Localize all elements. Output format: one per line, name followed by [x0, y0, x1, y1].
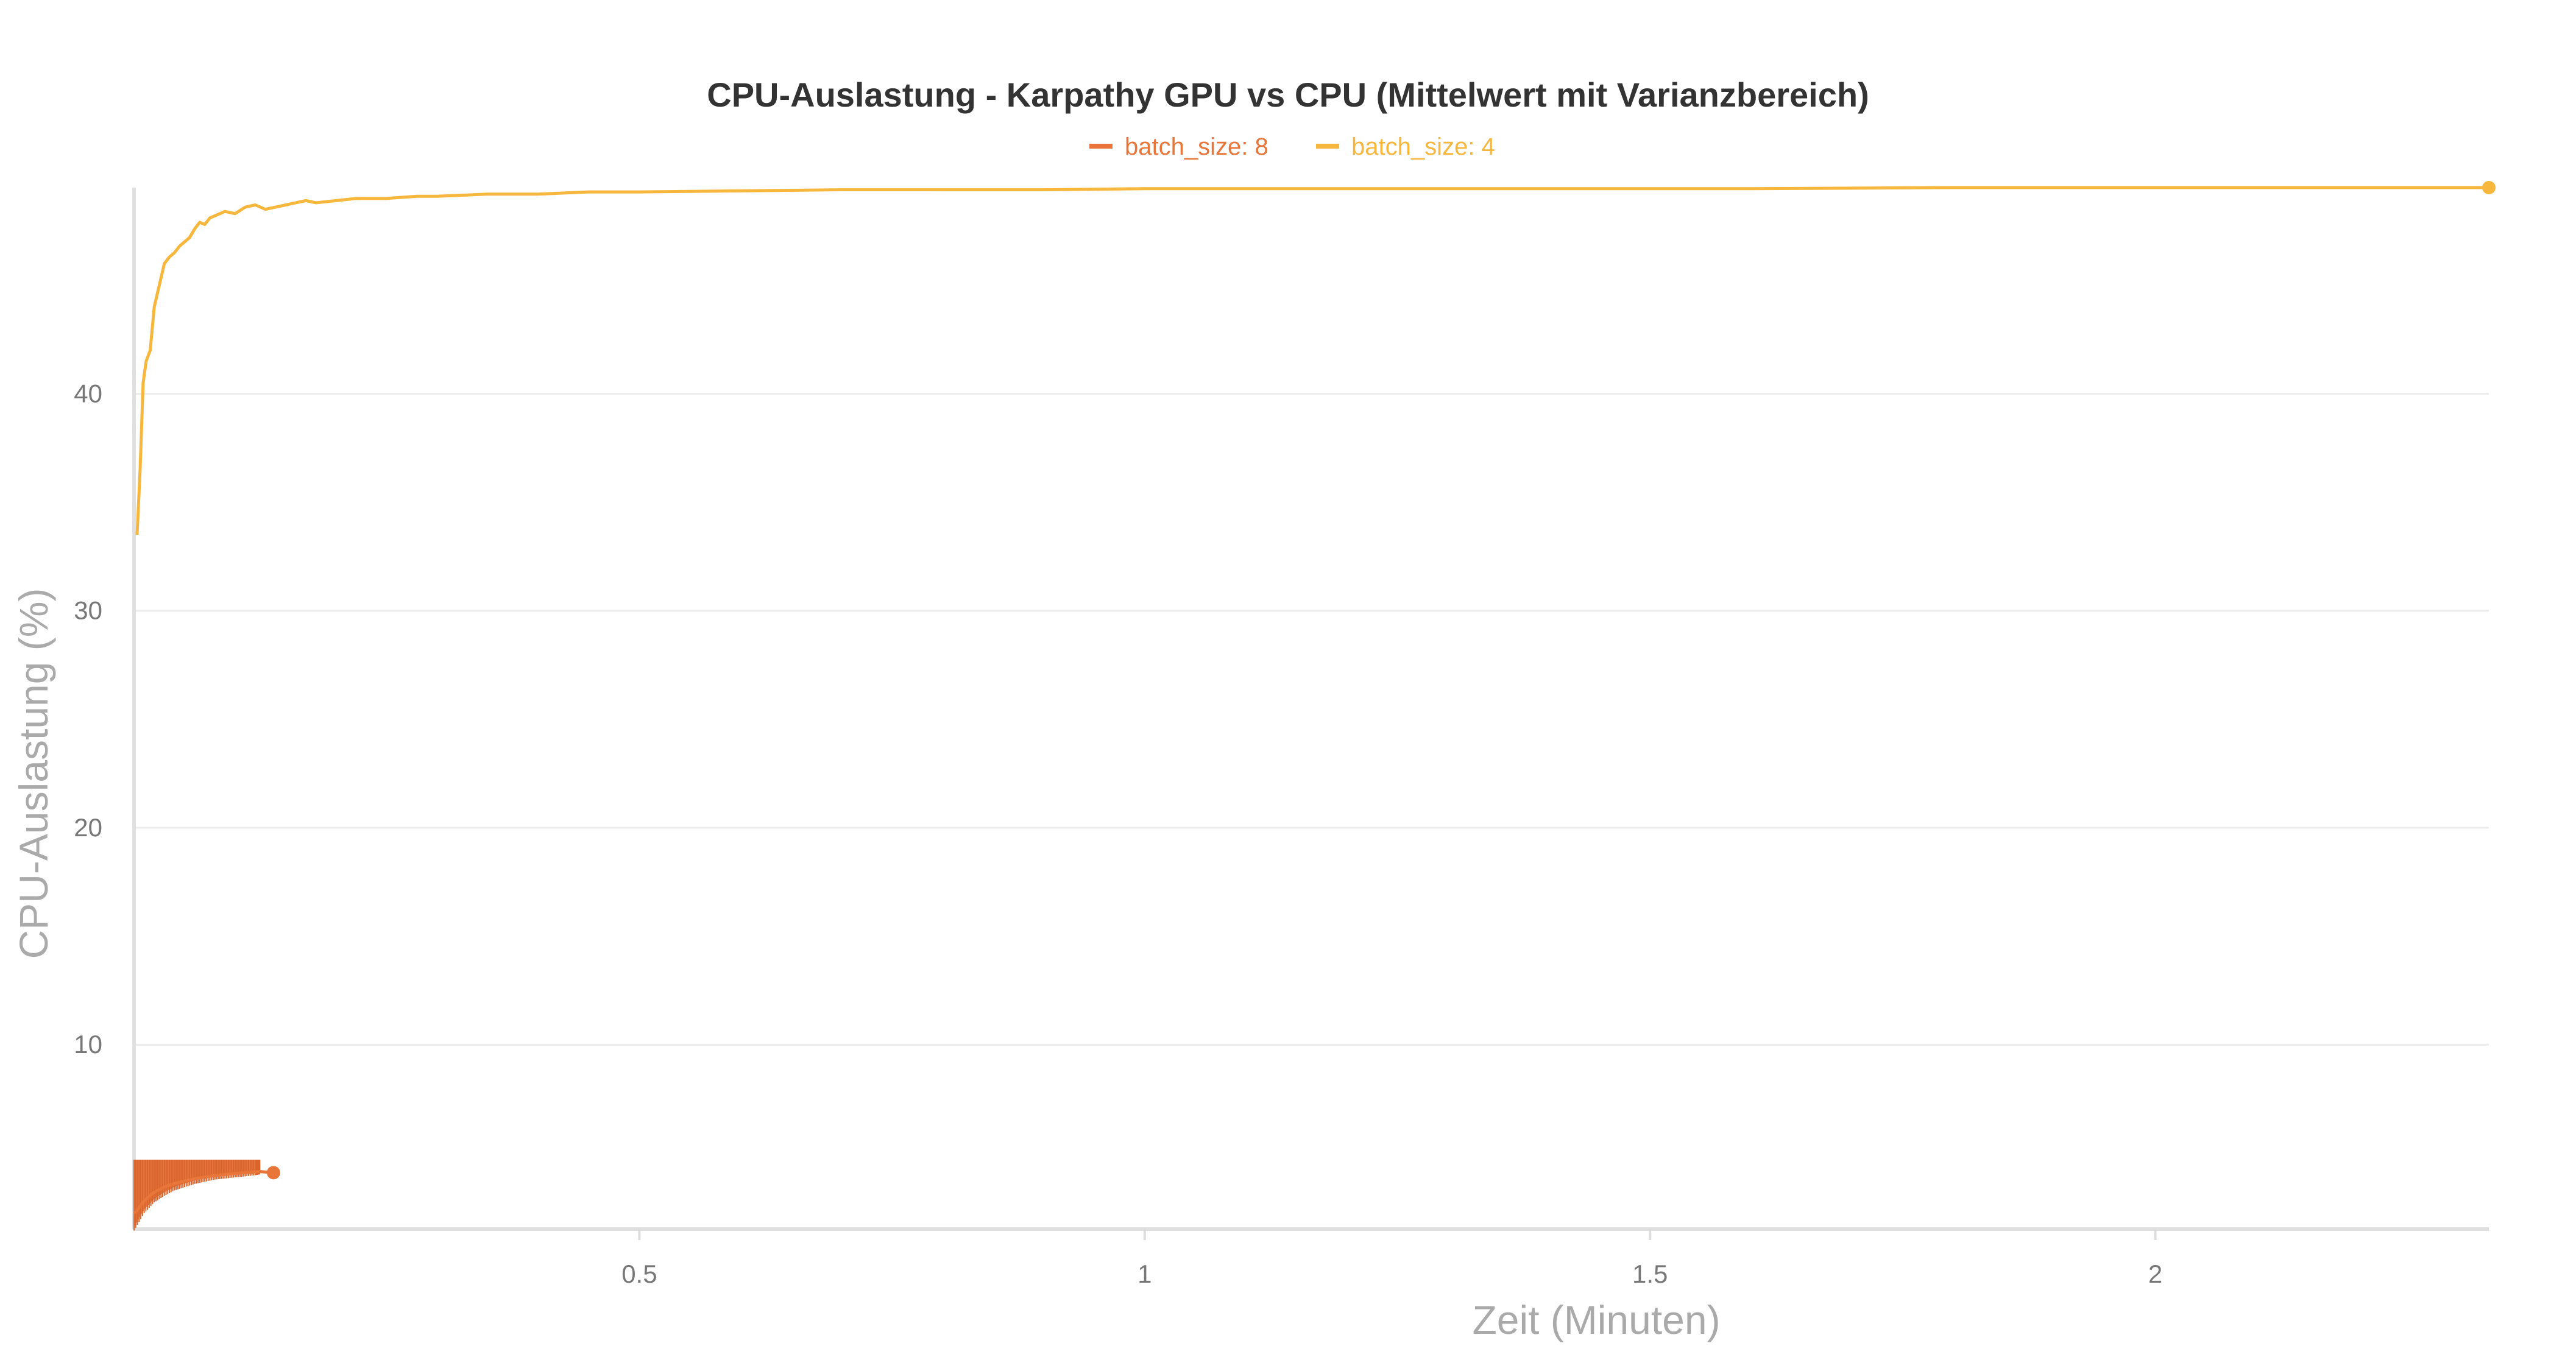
legend-swatch-batch-size-8 [1089, 144, 1113, 149]
x-tick-label: 0.5 [621, 1260, 657, 1288]
legend-label-batch-size-4[interactable]: batch_size: 4 [1351, 133, 1495, 160]
legend-label-batch-size-8[interactable]: batch_size: 8 [1125, 133, 1269, 160]
series-layer [133, 181, 2496, 1231]
y-ticks: 10 20 30 40 [74, 379, 102, 1059]
series-endpoint-batch-size-8[interactable] [266, 1166, 280, 1180]
legend: batch_size: 8 batch_size: 4 [1089, 133, 1495, 160]
chart-title: CPU-Auslastung - Karpathy GPU vs CPU (Mi… [707, 76, 1869, 114]
x-tick-label: 1 [1138, 1260, 1152, 1288]
grid-lines [134, 392, 2489, 1046]
series-endpoint-batch-size-4[interactable] [2482, 181, 2496, 194]
x-tick-label: 2 [2148, 1260, 2162, 1288]
series-line-batch-size-8[interactable] [133, 1170, 274, 1215]
y-axis-label: CPU-Auslastung (%) [11, 588, 56, 959]
series-line-batch-size-4[interactable] [135, 186, 2489, 535]
legend-swatch-batch-size-4 [1316, 144, 1339, 149]
x-ticks: 0.5 1 1.5 2 [621, 1229, 2162, 1288]
y-tick-label: 40 [74, 379, 102, 407]
y-tick-label: 30 [74, 596, 102, 625]
x-tick-label: 1.5 [1632, 1260, 1668, 1288]
y-tick-label: 20 [74, 813, 102, 842]
x-axis-label: Zeit (Minuten) [1472, 1297, 1720, 1342]
y-tick-label: 10 [74, 1030, 102, 1059]
